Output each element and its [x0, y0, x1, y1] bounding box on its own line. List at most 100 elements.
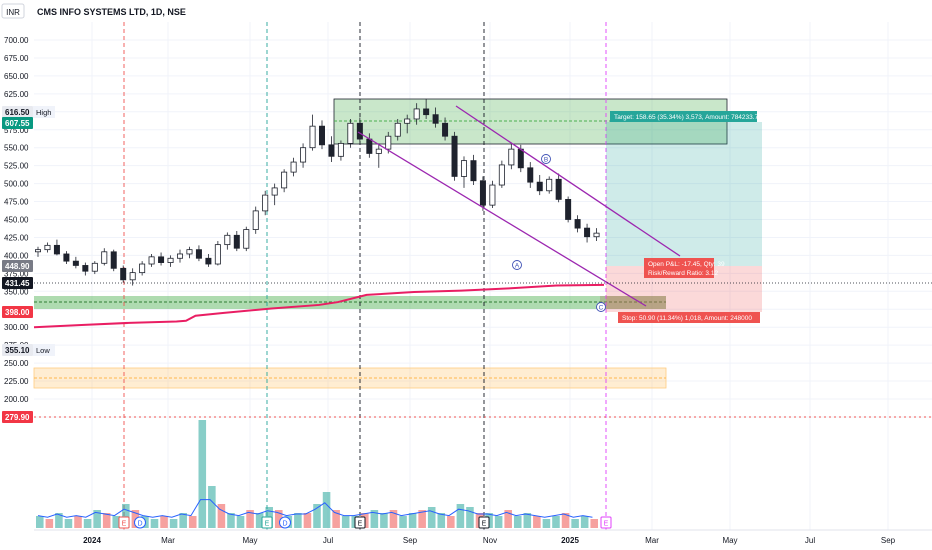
- y-tick-label: 500.00: [4, 180, 29, 189]
- y-tick-label: 625.00: [4, 90, 29, 99]
- event-marker-label: E: [122, 521, 127, 528]
- y-tick-label: 400.00: [4, 251, 29, 260]
- event-marker-label: E: [358, 521, 363, 528]
- candle-body: [91, 262, 98, 272]
- volume-bar: [255, 513, 264, 528]
- candle-body: [186, 249, 193, 255]
- currency-badge[interactable]: [1, 3, 25, 19]
- candle-body: [574, 219, 581, 229]
- candle-body: [442, 122, 449, 137]
- candle-body: [120, 267, 127, 281]
- candle-body: [158, 256, 165, 263]
- symbol-title: CMS INFO SYSTEMS LTD, 1D, NSE: [37, 7, 186, 17]
- volume-bar: [322, 492, 331, 528]
- event-marker-label: E: [265, 521, 270, 528]
- price-tag-note: Low: [36, 346, 50, 355]
- price-tag-note: High: [36, 108, 51, 117]
- candle-body: [233, 234, 240, 249]
- y-tick-label: 450.00: [4, 216, 29, 225]
- candle-body: [366, 138, 373, 154]
- volume-bar: [466, 507, 474, 528]
- dividend-marker: [279, 516, 291, 529]
- stop-label-box: [618, 312, 760, 323]
- volume-ma-line: [37, 499, 593, 518]
- y-tick-label: 550.00: [4, 144, 29, 153]
- volume-bar: [236, 516, 245, 528]
- ma-line: [33, 283, 605, 329]
- candle-body: [451, 135, 458, 177]
- candle-body: [394, 122, 401, 137]
- candle-body: [243, 229, 250, 249]
- y-tick-label: 525.00: [4, 162, 29, 171]
- wave-label: A: [515, 263, 520, 270]
- candle-body: [148, 256, 155, 265]
- earnings-marker: [118, 516, 130, 529]
- volume-bar: [83, 519, 92, 528]
- volume-bar: [504, 510, 512, 528]
- volume-bar: [45, 519, 54, 528]
- candle-body: [224, 234, 231, 246]
- candle-body: [129, 272, 136, 281]
- candle-body: [347, 122, 354, 144]
- price-axis[interactable]: 700.00675.00650.00625.00600.00575.00550.…: [4, 36, 29, 422]
- volume-bar: [533, 516, 541, 528]
- candle-body: [527, 167, 534, 183]
- volume-bar: [303, 513, 312, 528]
- volume-bar: [55, 513, 63, 528]
- price-tag-last: [2, 277, 33, 289]
- candle-body: [328, 144, 335, 157]
- trend-lines[interactable]: [357, 105, 681, 307]
- candle-body: [546, 178, 553, 192]
- wave-marker: [512, 260, 522, 270]
- open-pnl-text: Open P&L: -17.45, Qty: 39: [648, 261, 725, 268]
- x-tick-label: May: [242, 536, 257, 545]
- candle-body: [281, 171, 288, 189]
- candle-body: [584, 227, 591, 238]
- y-tick-label: 650.00: [4, 72, 29, 81]
- time-axis[interactable]: 2024 Mar May Jul Sep Nov 2025 Mar May Jul Sep: [34, 529, 932, 545]
- candle-body: [205, 257, 212, 265]
- candle-body: [252, 210, 259, 230]
- y-tick-label: 375.00: [4, 269, 29, 278]
- volume-bar: [179, 513, 187, 528]
- price-tag-value: 355.10: [5, 346, 30, 355]
- price-tag-value: 398.00: [5, 308, 30, 317]
- earnings-marker: [600, 516, 612, 529]
- wave-labels: A B C: [512, 154, 606, 312]
- volume-bar: [64, 519, 73, 528]
- price-tag-value: 431.45: [5, 279, 30, 288]
- candle-body: [110, 251, 117, 269]
- candle-body: [404, 118, 411, 124]
- candle-body: [82, 265, 89, 272]
- volume-bars: [36, 420, 598, 528]
- position-tool[interactable]: Target: 158.65 (35.34%) 3,573, Amount: 7…: [606, 111, 762, 323]
- wave-label: B: [544, 157, 548, 164]
- y-tick-label: 675.00: [4, 54, 29, 63]
- candle-body: [53, 244, 60, 255]
- event-lines: [123, 22, 607, 530]
- y-tick-label: 425.00: [4, 233, 29, 242]
- price-tag-note-bg: [33, 344, 55, 356]
- risk-ratio-text: Risk/Reward Ratio: 3.12: [648, 270, 718, 277]
- candle-body: [432, 114, 439, 124]
- volume-bar: [198, 420, 207, 528]
- candle-body: [167, 257, 174, 263]
- y-tick-label: 475.00: [4, 198, 29, 207]
- y-tick-label: 250.00: [4, 359, 29, 368]
- candle-body: [176, 253, 183, 259]
- support-zone-overlap: [600, 296, 666, 309]
- volume-bar: [389, 510, 398, 528]
- target-zone: [606, 122, 762, 266]
- grid-lines: [34, 22, 932, 530]
- price-tag-high: [2, 106, 33, 118]
- upper-trend-line: [455, 105, 681, 257]
- candle-body: [508, 148, 515, 166]
- candle-body: [290, 161, 297, 173]
- candle-body: [489, 184, 496, 206]
- volume-bar: [294, 513, 302, 528]
- x-tick-label: 2025: [561, 536, 579, 545]
- wave-marker: [541, 154, 551, 164]
- y-tick-label: 700.00: [4, 36, 29, 45]
